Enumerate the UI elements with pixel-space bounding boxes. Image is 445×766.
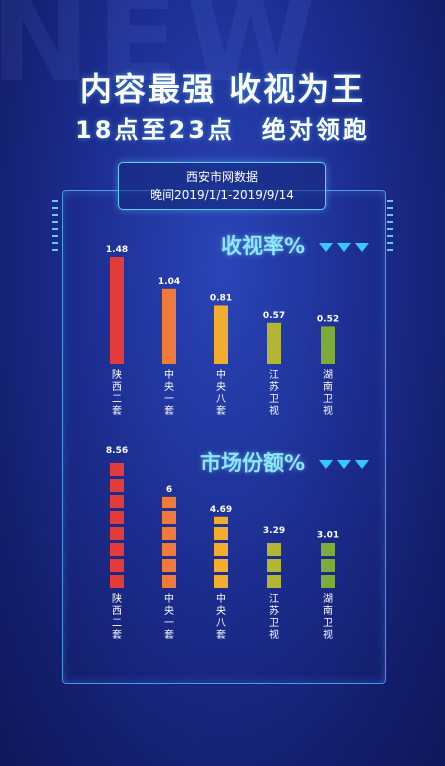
category-label: 卫 [269, 618, 279, 629]
category-label: 二 [112, 394, 122, 405]
value-label: 0.52 [317, 314, 339, 324]
category-label: 南 [323, 380, 333, 393]
category-label: 套 [164, 404, 174, 417]
bar-segment [110, 495, 124, 508]
value-label: 4.69 [210, 505, 232, 515]
value-label: 0.57 [263, 311, 285, 321]
category-label: 西 [112, 606, 122, 617]
bar [110, 257, 124, 364]
category-label: 套 [216, 404, 226, 417]
bar-segment [110, 559, 124, 572]
bar-segment [110, 463, 124, 476]
bar-segment [110, 511, 124, 524]
category-label: 一 [164, 394, 174, 405]
category-label: 苏 [269, 604, 279, 617]
chart-title-share: 市场份额% [199, 451, 305, 475]
category-label: 西 [112, 382, 122, 393]
value-label: 8.56 [106, 446, 128, 456]
bar-segment [214, 575, 228, 588]
category-label: 视 [323, 404, 333, 417]
bar [162, 288, 176, 364]
category-label: 中 [164, 592, 174, 605]
bar-segment [214, 559, 228, 572]
bar-segment [110, 575, 124, 588]
bar-segment [321, 575, 335, 588]
category-label: 一 [164, 618, 174, 629]
bar-segment [267, 559, 281, 572]
category-label: 卫 [323, 394, 333, 405]
category-label: 南 [323, 604, 333, 617]
category-label: 央 [216, 604, 226, 617]
chart-title-rating: 收视率% [220, 234, 305, 258]
bar-segment [110, 479, 124, 492]
triangle-icons [315, 450, 369, 474]
category-label: 央 [164, 380, 174, 393]
bar-segment [321, 543, 335, 556]
bar-segment [162, 575, 176, 588]
value-label: 1.48 [106, 245, 128, 255]
data-source-period: 晚间2019/1/1-2019/9/14 [150, 188, 294, 202]
value-label: 3.29 [263, 526, 285, 536]
value-label: 6 [166, 485, 172, 495]
data-source-box: 西安市网数据 晚间2019/1/1-2019/9/14 [118, 162, 326, 210]
category-label: 央 [164, 604, 174, 617]
category-label: 中 [216, 592, 226, 605]
category-label: 卫 [323, 618, 333, 629]
triangle-icons [315, 233, 369, 257]
chart-title-rating-row: 收视率% [221, 230, 369, 260]
category-label: 视 [323, 628, 333, 641]
category-label: 陕 [112, 368, 122, 381]
bar-segment [162, 527, 176, 540]
bar-segment [214, 516, 228, 524]
frame-tick-marks-right [387, 200, 393, 256]
category-label: 套 [112, 628, 122, 641]
bar-segment [267, 575, 281, 588]
headline-main: 内容最强 收视为王 [79, 70, 366, 108]
category-label: 中 [164, 368, 174, 381]
bar-segment [214, 527, 228, 540]
category-label: 央 [216, 380, 226, 393]
chart-title-share-row: 市场份额% [200, 447, 369, 477]
category-label: 二 [112, 618, 122, 629]
data-source-title: 西安市网数据 [185, 170, 258, 184]
bar-segment [214, 543, 228, 556]
value-label: 0.81 [210, 293, 232, 303]
bar-segment [267, 543, 281, 556]
background-decoration: NEW [0, 0, 323, 109]
bar-segment [110, 527, 124, 540]
category-label: 套 [164, 628, 174, 641]
value-label: 1.04 [158, 277, 180, 287]
category-label: 湖 [323, 593, 333, 605]
headline-sub: 18点至23点 绝对领跑 [75, 116, 370, 144]
bar [321, 326, 335, 364]
bar [214, 305, 228, 364]
bar-segment [110, 543, 124, 556]
bar-segment [162, 511, 176, 524]
category-label: 八 [216, 394, 226, 405]
bar-segment [162, 559, 176, 572]
category-label: 套 [216, 628, 226, 641]
category-label: 视 [269, 628, 279, 641]
category-label: 视 [269, 404, 279, 417]
value-label: 3.01 [317, 530, 339, 540]
category-label: 中 [216, 368, 226, 381]
category-label: 套 [112, 404, 122, 417]
category-label: 苏 [269, 380, 279, 393]
category-label: 湖 [323, 369, 333, 381]
category-label: 八 [216, 618, 226, 629]
category-label: 陕 [112, 592, 122, 605]
bar [267, 322, 281, 364]
bar-segment [162, 543, 176, 556]
bar-segment [162, 496, 176, 508]
category-label: 江 [269, 593, 279, 605]
category-label: 卫 [269, 394, 279, 405]
bar-segment [321, 559, 335, 572]
category-label: 江 [269, 369, 279, 381]
frame-tick-marks-left [52, 200, 58, 256]
